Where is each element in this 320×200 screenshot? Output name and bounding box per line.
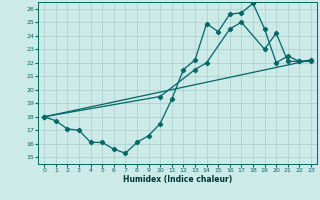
X-axis label: Humidex (Indice chaleur): Humidex (Indice chaleur)	[123, 175, 232, 184]
